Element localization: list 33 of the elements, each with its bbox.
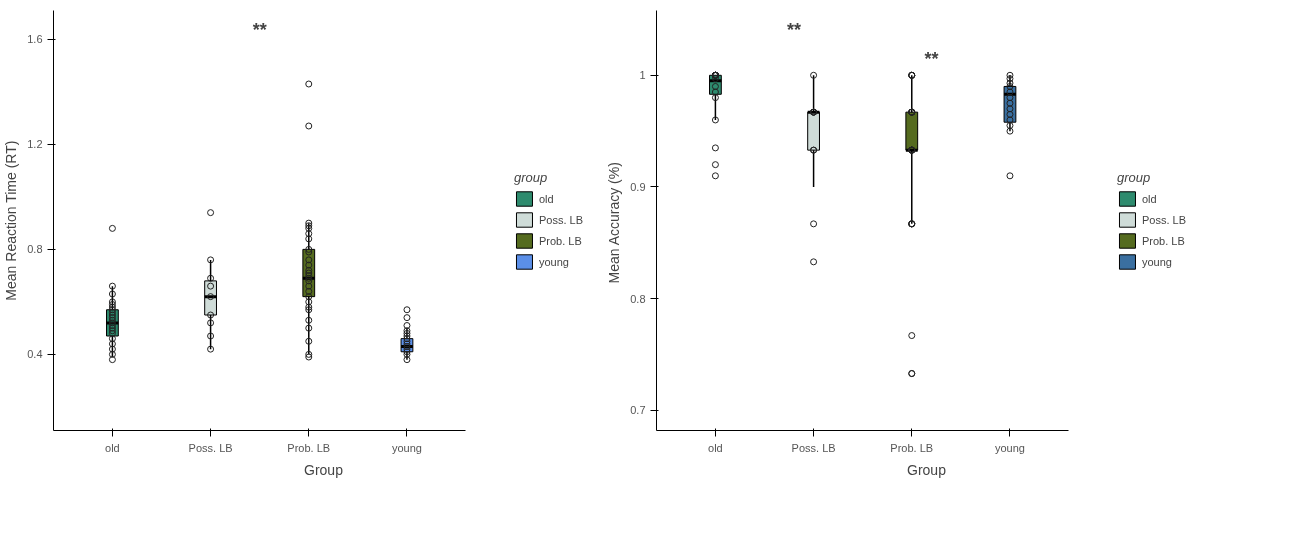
y-tick-label: 1.6 [27, 33, 43, 46]
legend-title: group [1116, 169, 1152, 185]
y-tick-label: 0.9 [630, 180, 646, 193]
x-tick-label: old [708, 441, 723, 454]
legend-label: young [538, 255, 569, 268]
legend-label: old [1141, 192, 1158, 205]
annotation: ** [786, 19, 801, 40]
x-tick-label: young [391, 441, 422, 454]
legend-label: Poss. LB [538, 213, 583, 226]
x-axis-title: Group [907, 461, 947, 478]
legend-label: Poss. LB [1141, 213, 1186, 226]
x-tick-label: young [994, 441, 1025, 454]
y-tick-label: 0.7 [630, 404, 646, 417]
x-axis-title: Group [304, 461, 344, 478]
annotation: ** [924, 49, 939, 70]
legend-label: old [538, 192, 555, 205]
x-tick-label: Poss. LB [188, 441, 233, 454]
y-tick-label: 0.8 [630, 292, 646, 305]
y-axis-title: Mean Reaction Time (RT) [3, 140, 20, 301]
x-tick-label: old [105, 441, 120, 454]
legend-label: young [1141, 255, 1172, 268]
x-tick-label: Prob. LB [287, 441, 331, 454]
x-tick-label: Poss. LB [791, 441, 836, 454]
y-tick-label: 1 [639, 69, 646, 82]
legend-label: Prob. LB [538, 234, 582, 247]
y-tick-label: 1.2 [27, 138, 43, 151]
annotation: ** [252, 19, 267, 40]
legend-title: group [513, 169, 549, 185]
y-tick-label: 0.8 [27, 243, 43, 256]
legend-label: Prob. LB [1141, 234, 1185, 247]
x-tick-label: Prob. LB [890, 441, 934, 454]
y-tick-label: 0.4 [27, 348, 43, 361]
y-axis-title: Mean Accuracy (%) [606, 162, 623, 284]
